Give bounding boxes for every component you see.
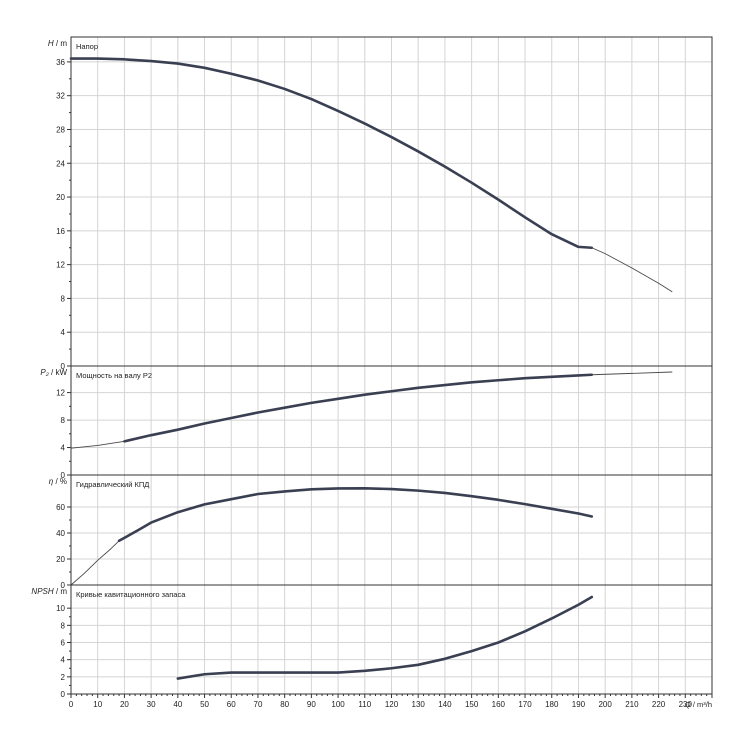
x-tick-label: 50 (200, 700, 209, 709)
x-tick-label: 130 (412, 700, 426, 709)
panel-label: Напор (76, 42, 98, 51)
series-line-2 (123, 373, 594, 443)
x-tick-label: 100 (331, 700, 345, 709)
panel-label: Мощность на валу P2 (76, 371, 152, 380)
y-axis-title: P₂ / kW (40, 368, 67, 377)
x-tick-label: 160 (492, 700, 506, 709)
x-tick-label: 60 (227, 700, 236, 709)
y-tick-label: 8 (61, 294, 66, 303)
y-axis-symbol: H (48, 39, 54, 48)
x-tick-label: 180 (545, 700, 559, 709)
y-tick-label: 12 (56, 389, 65, 398)
x-tick-label: 230 (679, 700, 693, 709)
series-line-2 (591, 247, 673, 293)
y-axis-unit: / kW (49, 368, 68, 377)
y-tick-label: 16 (56, 227, 65, 236)
y-tick-label: 0 (61, 581, 66, 590)
x-tick-label: 190 (572, 700, 586, 709)
y-axis-symbol: P₂ (40, 368, 48, 377)
panel-label: Кривые кавитационного запаса (76, 590, 186, 599)
y-axis-title: NPSH / m (31, 587, 67, 596)
panel-3: 0 20 40 60 η / % Гидравлический КПД (49, 474, 713, 590)
y-axis-unit: / % (53, 477, 67, 486)
panel-2: 0 4 8 12 P₂ / kW Мощность на валу P2 (40, 365, 713, 480)
y-tick-label: 4 (61, 328, 66, 337)
y-tick-label: 4 (61, 656, 66, 665)
series-line-2 (117, 486, 594, 543)
y-axis-unit: / m (54, 39, 68, 48)
x-tick-label: 40 (173, 700, 182, 709)
y-tick-label: 0 (61, 471, 66, 480)
panel-1: 0 4 8 12 16 20 24 28 32 36 H / m Напор (48, 36, 713, 371)
x-axis-unit: / m³/h (691, 700, 712, 709)
y-axis-title: H / m (48, 39, 67, 48)
x-axis-title: Q / m³/h (685, 700, 712, 709)
x-tick-label: 200 (598, 700, 612, 709)
x-tick-label: 0 (69, 700, 74, 709)
y-tick-label: 20 (56, 555, 65, 564)
y-tick-label: 6 (61, 639, 66, 648)
series-line-1 (70, 540, 120, 586)
x-tick-label: 120 (385, 700, 399, 709)
x-tick-label: 210 (625, 700, 639, 709)
series-line-1 (69, 57, 594, 250)
x-tick-label: 170 (518, 700, 532, 709)
x-tick-label: 150 (465, 700, 479, 709)
y-tick-label: 60 (56, 503, 65, 512)
y-tick-label: 8 (61, 416, 66, 425)
x-axis: 0 10 20 30 40 50 60 70 80 90 100 110 120 130 140 150 160… (69, 694, 713, 709)
x-tick-label: 70 (254, 700, 263, 709)
x-tick-label: 140 (438, 700, 452, 709)
y-axis-unit: / m (54, 587, 68, 596)
x-tick-label: 110 (358, 700, 371, 709)
y-tick-label: 20 (56, 193, 65, 202)
y-tick-label: 8 (61, 621, 66, 630)
x-tick-label: 220 (652, 700, 666, 709)
y-tick-label: 4 (61, 444, 66, 453)
y-tick-label: 40 (56, 529, 65, 538)
series-line-1 (70, 440, 125, 449)
series-line-1 (176, 595, 594, 680)
x-tick-label: 30 (147, 700, 156, 709)
series-line-3 (591, 371, 673, 376)
x-tick-label: 90 (307, 700, 316, 709)
y-axis-symbol: NPSH (31, 587, 53, 596)
x-tick-label: 80 (280, 700, 289, 709)
y-tick-label: 2 (61, 673, 66, 682)
y-tick-label: 0 (61, 690, 66, 699)
panel-label: Гидравлический КПД (76, 480, 149, 489)
x-tick-label: 10 (93, 700, 102, 709)
x-axis-symbol: Q (685, 700, 691, 709)
y-tick-label: 24 (56, 159, 65, 168)
y-tick-label: 36 (56, 58, 65, 67)
y-tick-label: 12 (56, 261, 65, 270)
y-tick-label: 0 (61, 362, 66, 371)
y-axis-title: η / % (49, 477, 67, 486)
x-tick-label: 20 (120, 700, 129, 709)
y-tick-label: 32 (56, 92, 65, 101)
y-tick-label: 10 (56, 604, 65, 613)
y-axis-symbol: η (49, 477, 54, 486)
y-tick-label: 28 (56, 125, 65, 134)
